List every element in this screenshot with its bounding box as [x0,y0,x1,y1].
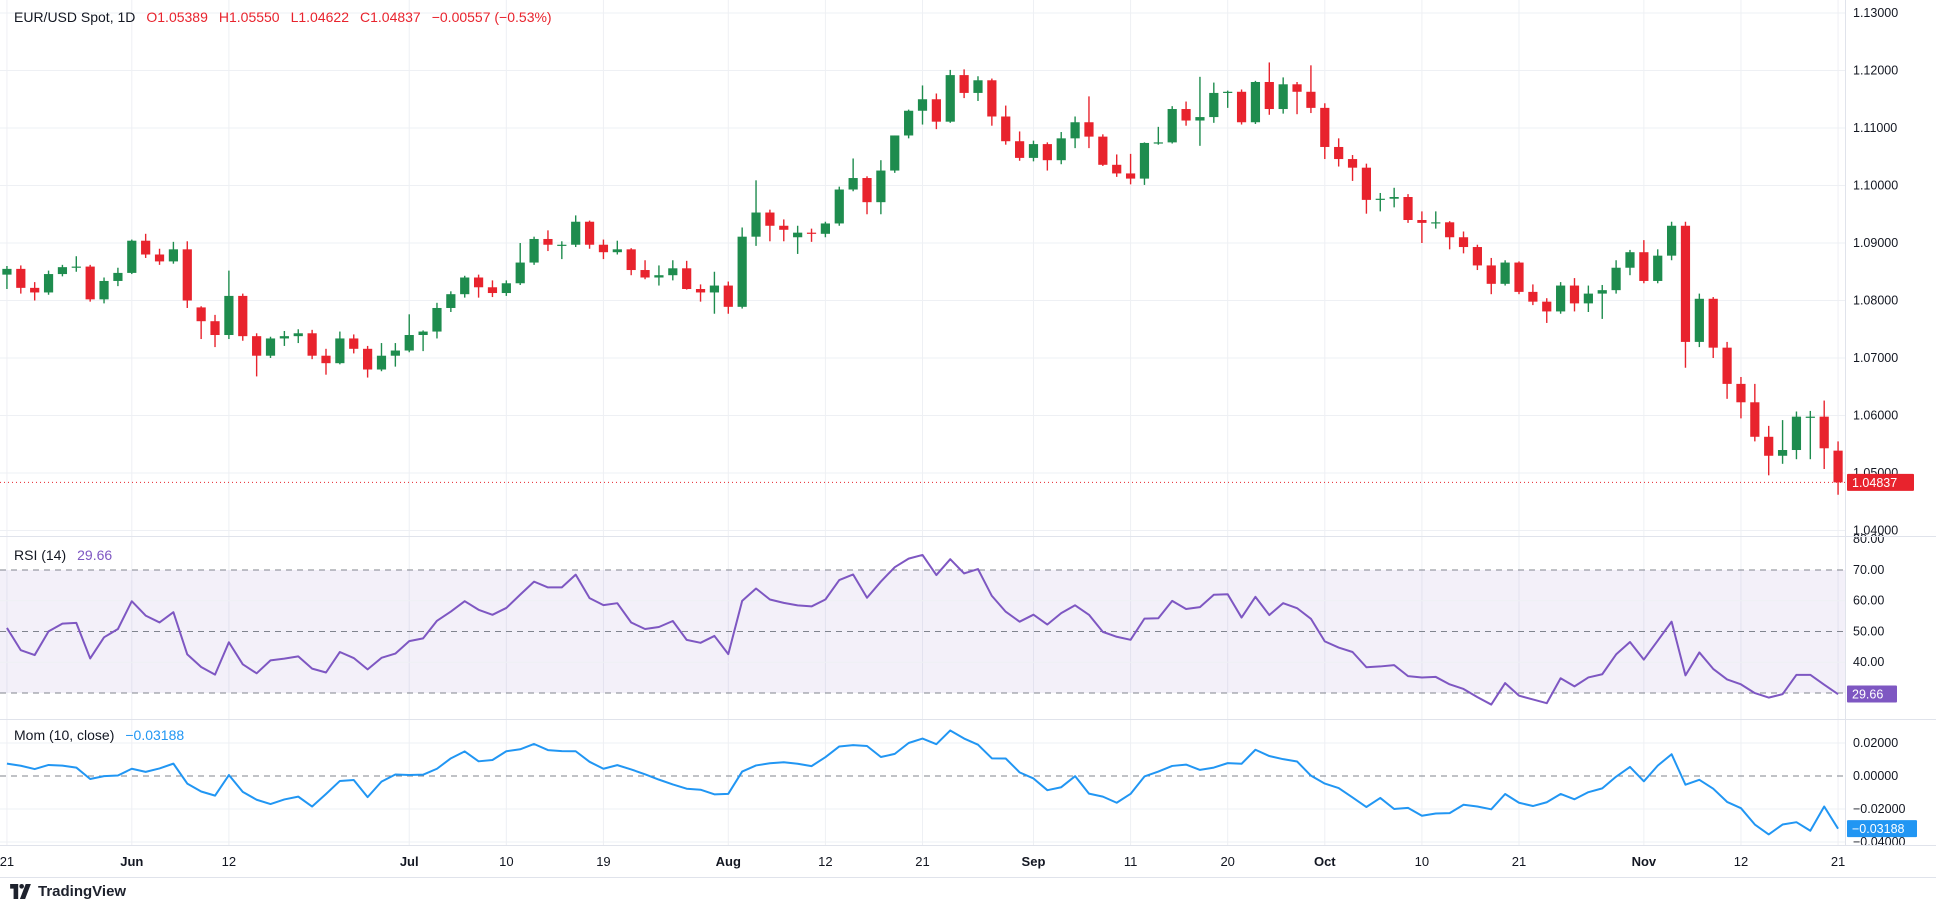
svg-text:29.66: 29.66 [1852,688,1883,702]
time-scale[interactable] [0,845,1845,878]
svg-text:40.00: 40.00 [1853,655,1884,669]
svg-text:10: 10 [1415,854,1429,869]
svg-text:Sep: Sep [1022,854,1046,869]
svg-text:1.04837: 1.04837 [1852,476,1897,490]
svg-text:Jul: Jul [400,854,419,869]
svg-text:1.08000: 1.08000 [1853,294,1898,308]
svg-text:12: 12 [818,854,832,869]
momentum-pane[interactable] [0,720,1845,845]
tradingview-logo-link[interactable]: TradingView [10,883,126,900]
svg-text:21: 21 [1512,854,1526,869]
tradingview-wordmark: TradingView [38,883,127,900]
svg-text:10: 10 [499,854,513,869]
svg-text:20: 20 [1220,854,1234,869]
svg-text:21: 21 [1831,854,1845,869]
svg-text:0.02000: 0.02000 [1853,736,1898,750]
svg-text:1.06000: 1.06000 [1853,409,1898,423]
rsi-pane[interactable] [0,537,1845,718]
svg-text:12: 12 [222,854,236,869]
svg-text:1.12000: 1.12000 [1853,63,1898,77]
svg-text:1.04000: 1.04000 [1853,524,1898,538]
svg-text:70.00: 70.00 [1853,563,1884,577]
svg-text:1.07000: 1.07000 [1853,351,1898,365]
svg-text:12: 12 [1734,854,1748,869]
svg-text:Jun: Jun [120,854,143,869]
tradingview-icon [10,884,31,899]
price-scale[interactable] [1845,0,1936,845]
svg-text:11: 11 [1124,854,1138,869]
svg-text:−0.03188: −0.03188 [1852,822,1905,836]
price-pane[interactable] [0,0,1845,535]
svg-text:50.00: 50.00 [1853,624,1884,638]
svg-text:1.11000: 1.11000 [1853,121,1897,135]
svg-text:Aug: Aug [716,854,741,869]
svg-text:1.10000: 1.10000 [1853,179,1898,193]
chart-canvas: 1.13000 1.12000 1.11000 1.10000 1.09000 1.080… [0,0,1936,878]
svg-text:60.00: 60.00 [1853,594,1884,608]
svg-text:0.00000: 0.00000 [1853,769,1898,783]
svg-text:Nov: Nov [1632,854,1657,869]
svg-text:1.13000: 1.13000 [1853,6,1898,20]
svg-text:21: 21 [0,854,14,869]
svg-text:21: 21 [915,854,929,869]
svg-text:1.09000: 1.09000 [1853,236,1898,250]
svg-text:80.00: 80.00 [1853,532,1884,546]
svg-text:−0.02000: −0.02000 [1853,802,1906,816]
svg-text:Oct: Oct [1314,854,1336,869]
svg-text:19: 19 [596,854,610,869]
